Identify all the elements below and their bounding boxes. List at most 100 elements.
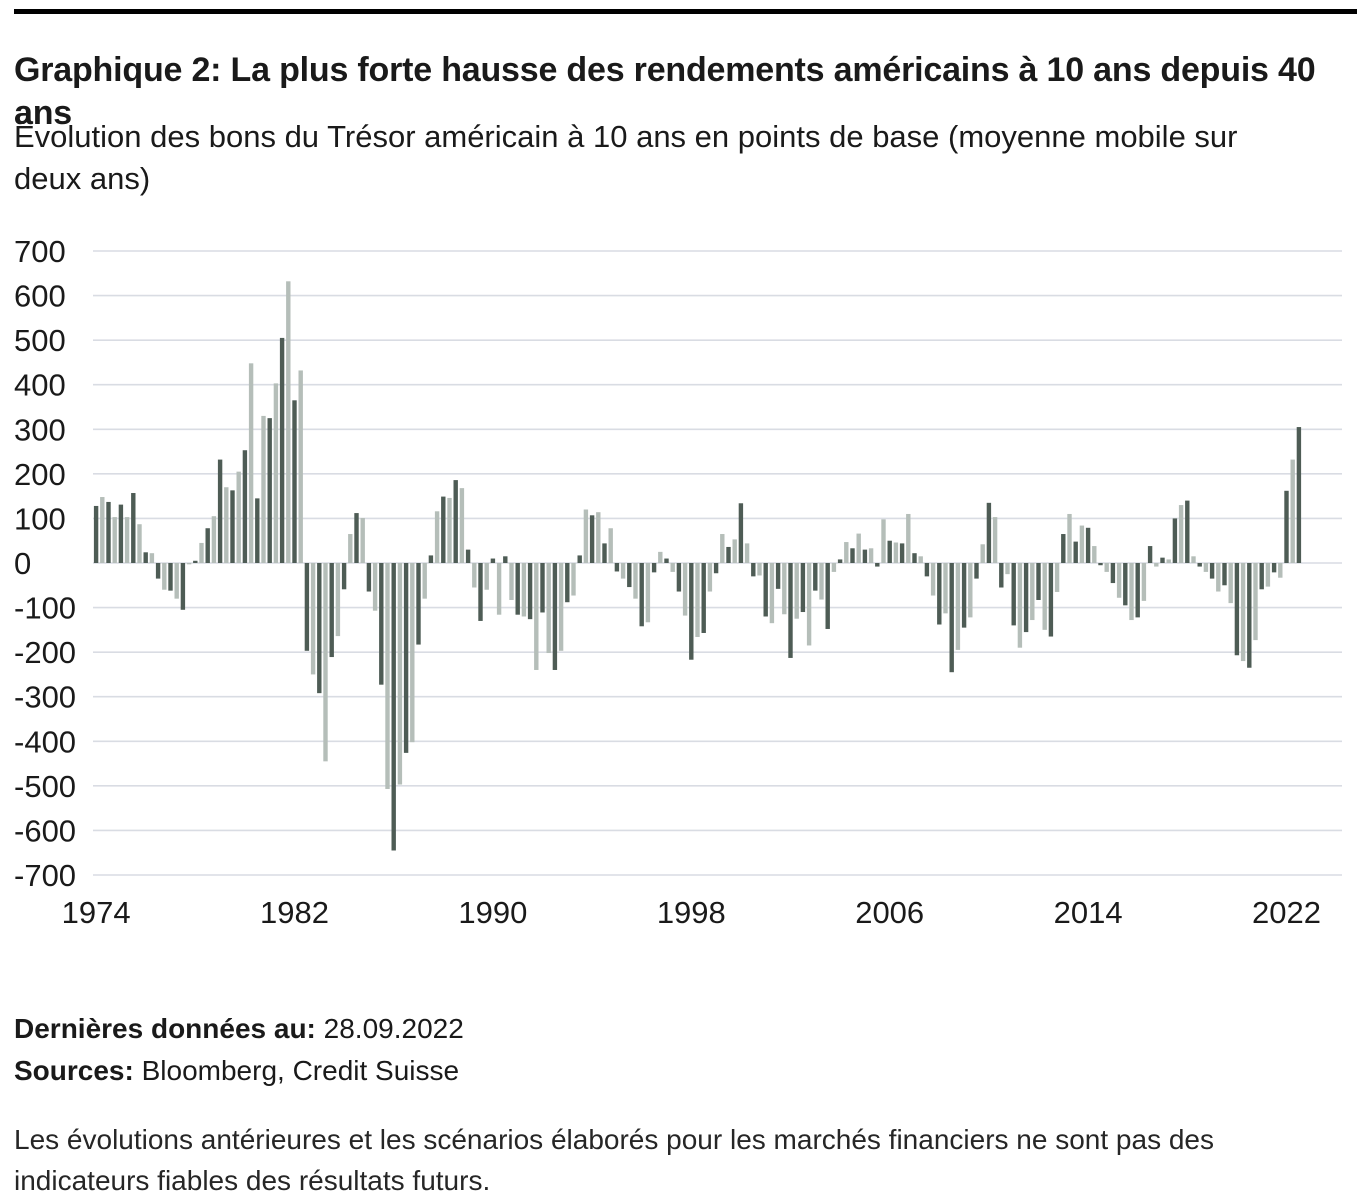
chart-bar <box>224 487 229 563</box>
chart-bar <box>1085 527 1091 563</box>
y-axis-label: -500 <box>14 769 76 804</box>
chart-bar <box>348 534 353 563</box>
chart-bar <box>794 563 799 619</box>
chart-bar <box>162 563 167 590</box>
chart-bar <box>385 563 390 789</box>
chart-bar <box>1154 563 1159 567</box>
y-axis-label: -100 <box>14 591 76 626</box>
y-axis-label: -600 <box>14 813 76 848</box>
chart-bar <box>689 563 694 660</box>
chart-bar <box>887 540 892 563</box>
chart-bar <box>620 563 626 579</box>
chart-bar <box>205 528 210 563</box>
chart-bar <box>813 563 818 591</box>
chart-bar <box>1147 546 1153 563</box>
chart-bar <box>1290 459 1295 563</box>
chart-bar <box>980 544 985 563</box>
chart-bar <box>868 548 874 563</box>
chart-bar <box>217 459 223 563</box>
chart-bar <box>391 563 396 851</box>
chart-bar <box>199 542 204 563</box>
chart-bar <box>1030 563 1035 621</box>
y-axis-label: 100 <box>14 501 66 536</box>
chart-bar <box>1005 563 1010 575</box>
chart-bar <box>1067 513 1072 563</box>
chart-bar <box>769 563 775 624</box>
chart-bar <box>757 563 762 576</box>
top-rule <box>14 9 1357 14</box>
chart-bar <box>682 563 688 616</box>
chart-bar <box>1048 563 1054 637</box>
chart-bar <box>1247 563 1252 668</box>
chart-bar <box>1116 563 1122 598</box>
y-axis-label: 400 <box>14 368 66 403</box>
chart-bar <box>1011 563 1016 626</box>
chart-bar <box>670 563 675 572</box>
chart-bar <box>1129 563 1134 621</box>
chart-bar <box>707 563 713 592</box>
chart-bar <box>1265 563 1271 587</box>
chart-bar <box>782 563 787 615</box>
footer-meta: Dernières données au: 28.09.2022 Sources… <box>14 1008 464 1092</box>
chart-bar <box>1092 546 1097 563</box>
y-axis-label: 300 <box>14 412 66 447</box>
chart-bar <box>565 563 570 603</box>
chart-bar <box>713 563 719 574</box>
chart-bar <box>968 563 973 618</box>
chart-bar <box>1278 563 1283 578</box>
chart-bar <box>912 553 917 563</box>
chart-bar <box>658 551 663 563</box>
chart-bar <box>410 563 415 743</box>
chart-bar <box>242 450 248 563</box>
chart-bar <box>527 563 533 620</box>
chart-bar <box>112 517 117 563</box>
chart-bar <box>465 549 471 563</box>
chart-bar <box>571 563 576 596</box>
chart-bar <box>422 563 427 599</box>
chart-bar <box>825 563 830 629</box>
chart-bar <box>961 563 967 628</box>
chart-bar <box>1197 563 1202 567</box>
chart-bar <box>472 563 477 588</box>
chart-bar <box>174 563 179 599</box>
chart-bar <box>279 337 285 563</box>
chart-bar <box>354 513 359 563</box>
chart-bar <box>614 563 620 572</box>
chart-bar <box>651 563 657 573</box>
chart-bar <box>1023 563 1029 633</box>
chart-bar <box>137 524 142 563</box>
chart-bar <box>1209 563 1215 579</box>
chart-bar <box>577 555 582 563</box>
chart-bar <box>819 563 824 600</box>
chart-bar <box>701 563 706 633</box>
chart-bar <box>949 563 954 673</box>
chart-bar <box>515 563 520 615</box>
chart-bar <box>286 281 291 563</box>
chart-bar <box>521 563 527 617</box>
chart-bar <box>788 563 793 658</box>
chart-bar <box>236 471 241 563</box>
chart-bar <box>403 563 409 753</box>
chart-bar <box>323 563 328 762</box>
chart-bar <box>627 563 632 588</box>
chart-bar <box>676 563 682 592</box>
chart-bar <box>639 563 644 627</box>
chart-bar <box>906 513 911 563</box>
chart-bar <box>558 563 564 651</box>
chart-bar <box>800 563 806 613</box>
y-axis-label: -200 <box>14 635 76 670</box>
y-axis-label: 600 <box>14 279 66 314</box>
x-axis-label: 1982 <box>260 895 329 930</box>
chart-bar <box>341 563 347 590</box>
chart-bar <box>732 539 737 563</box>
chart-bar <box>416 563 421 645</box>
last-data-label: Dernières données au: <box>14 1013 316 1044</box>
chart-bar <box>329 563 334 658</box>
chart-bar <box>490 558 496 563</box>
chart-bar <box>273 383 279 563</box>
chart-bar <box>1234 563 1240 656</box>
chart-bar <box>937 563 942 625</box>
chart-bar <box>509 563 514 600</box>
chart-bar <box>1098 563 1103 566</box>
